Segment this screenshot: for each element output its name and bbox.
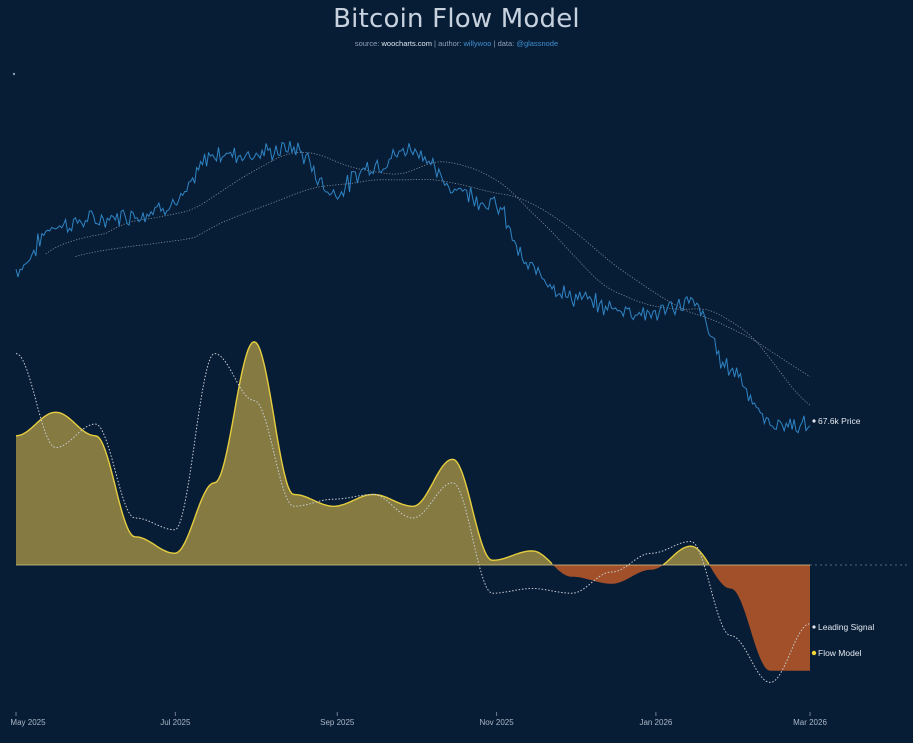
y-axis-top-marker (12, 72, 16, 76)
legend-marker-leading-signal (812, 625, 816, 629)
x-tick-label: Jan 2026 (639, 718, 672, 727)
flow-model-positive-area (16, 341, 810, 565)
x-tick-label: May 2025 (10, 718, 46, 727)
legend-leading-signal: Leading Signal (818, 622, 874, 632)
price-end-marker (812, 419, 816, 423)
ma-long-line (75, 179, 811, 378)
data-link[interactable]: @glassnode (516, 39, 559, 48)
chart-subtitle: source: woocharts.com | author: willywoo… (0, 39, 913, 48)
leading-signal-line (15, 352, 811, 684)
x-tick-label: Sep 2025 (320, 718, 355, 727)
x-tick-label: Nov 2025 (479, 718, 514, 727)
author-prefix: | author: (431, 39, 464, 48)
x-tick-label: Mar 2026 (793, 718, 827, 727)
author-link[interactable]: willywoo (463, 39, 492, 48)
legend-marker-flow-model (811, 650, 817, 656)
price-group (15, 141, 811, 434)
moving-averages-group (45, 151, 811, 406)
source-prefix: source: (354, 39, 382, 48)
flow-model-negative-area (16, 565, 810, 671)
flow-model-group (15, 341, 810, 671)
flow-model-line (15, 341, 710, 566)
source-link[interactable]: woocharts.com (381, 39, 432, 48)
x-axis: May 2025 Jul 2025 Sep 2025 Nov 2025 Jan 2026… (10, 712, 827, 727)
x-tick-label: Jul 2025 (160, 718, 191, 727)
ma-short-line (45, 151, 811, 406)
price-end-label: 67.6k Price (818, 416, 861, 426)
leading-signal-group (15, 352, 811, 684)
data-prefix: | data: (491, 39, 517, 48)
price-line (15, 141, 811, 434)
legend-flow-model: Flow Model (818, 648, 862, 658)
chart-title: Bitcoin Flow Model (333, 4, 580, 34)
